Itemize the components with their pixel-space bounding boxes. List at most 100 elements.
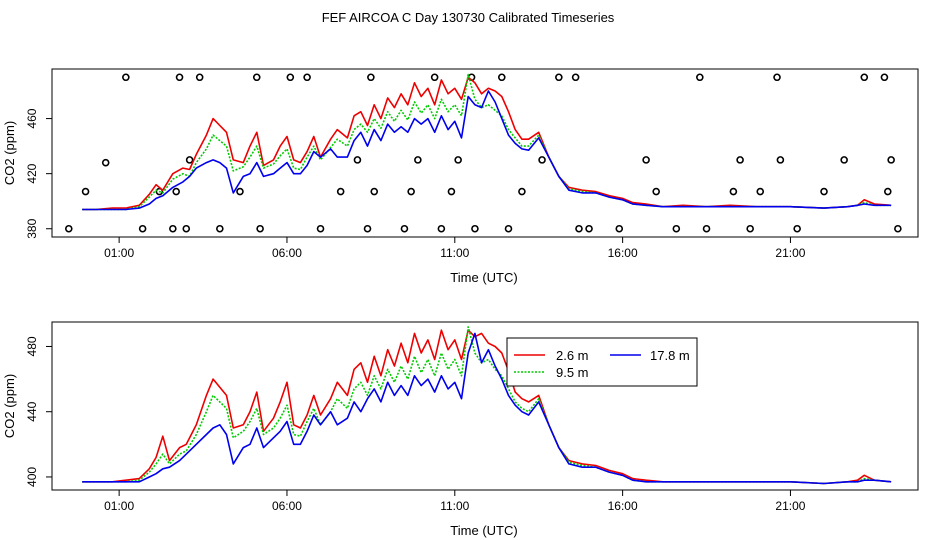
- top-series-2-6m-line: [82, 76, 892, 211]
- bottom-x-tick-label: 01:00: [104, 499, 134, 513]
- top-y-axis: 380 420 460: [25, 108, 52, 239]
- top-x-axis-title: Time (UTC): [450, 270, 517, 285]
- flag-marker: [518, 187, 526, 196]
- flag-marker: [363, 224, 372, 233]
- bottom-series-lines: [82, 326, 892, 485]
- bottom-series-17-8m-line: [82, 332, 892, 485]
- flag-marker: [820, 187, 828, 196]
- flag-marker: [367, 73, 375, 82]
- top-panel: 01:00 06:00 11:00 16:00 21:00 380 420 460 Time…: [2, 68, 919, 285]
- flag-marker: [216, 224, 224, 233]
- flag-marker: [64, 224, 73, 233]
- flag-marker: [122, 73, 130, 82]
- flag-marker: [887, 156, 895, 164]
- flag-marker: [303, 73, 311, 82]
- bottom-x-axis-title: Time (UTC): [450, 523, 517, 538]
- flag-marker: [101, 158, 110, 167]
- flag-marker: [585, 224, 593, 233]
- flag-marker: [256, 224, 264, 233]
- flag-marker: [575, 224, 583, 233]
- flag-marker: [169, 224, 177, 233]
- flag-marker: [642, 156, 650, 164]
- bottom-plot-frame: [51, 321, 919, 491]
- top-y-tick-label: 460: [25, 108, 39, 128]
- flag-marker: [370, 187, 379, 196]
- flag-marker: [729, 187, 738, 196]
- top-y-tick-label: 420: [25, 163, 39, 183]
- flag-marker: [400, 224, 409, 233]
- top-x-tick-label: 01:00: [104, 246, 134, 260]
- flag-marker: [880, 73, 889, 82]
- top-flag-markers: [64, 73, 902, 233]
- figure-title: FEF AIRCOA C Day 130730 Calibrated Times…: [322, 10, 615, 25]
- legend-label-17-8m: 17.8 m: [650, 348, 690, 363]
- flag-marker: [776, 156, 785, 164]
- flag-marker: [252, 73, 261, 82]
- flag-marker: [571, 73, 580, 82]
- legend-label-2-6m: 2.6 m: [556, 348, 589, 363]
- bottom-y-axis-title: CO2 (ppm): [2, 374, 17, 438]
- bottom-y-tick-label: 400: [25, 467, 39, 487]
- flag-marker: [414, 156, 422, 164]
- flag-marker: [185, 156, 194, 164]
- flag-marker: [793, 224, 801, 233]
- bottom-x-axis: 01:00 06:00 11:00 16:00 21:00: [104, 490, 806, 513]
- flag-marker: [195, 73, 204, 82]
- flag-marker: [615, 224, 624, 233]
- flag-marker: [756, 187, 765, 196]
- bottom-x-tick-label: 21:00: [775, 499, 805, 513]
- flag-marker: [447, 187, 456, 196]
- top-y-axis-title: CO2 (ppm): [2, 121, 17, 185]
- flag-marker: [175, 73, 184, 82]
- flag-marker: [336, 187, 345, 196]
- flag-marker: [471, 224, 479, 233]
- bottom-x-tick-label: 06:00: [272, 499, 302, 513]
- flag-marker: [430, 73, 439, 82]
- bottom-y-tick-label: 480: [25, 336, 39, 356]
- flag-marker: [773, 73, 781, 82]
- top-series-lines: [82, 73, 892, 211]
- top-x-axis: 01:00 06:00 11:00 16:00 21:00: [104, 237, 806, 260]
- top-y-tick-label: 380: [25, 218, 39, 238]
- flag-marker: [702, 224, 711, 233]
- flag-marker: [746, 224, 754, 233]
- flag-marker: [286, 73, 295, 82]
- bottom-y-axis: 400 440 480: [25, 336, 52, 487]
- top-x-tick-label: 11:00: [440, 246, 469, 260]
- top-x-tick-label: 21:00: [775, 246, 805, 260]
- top-plot-frame: [51, 68, 919, 238]
- flag-marker: [736, 156, 744, 164]
- legend-label-9-5m: 9.5 m: [556, 365, 589, 380]
- legend-box: [506, 337, 698, 387]
- top-x-tick-label: 16:00: [608, 246, 638, 260]
- flag-marker: [81, 187, 90, 196]
- flag-marker: [454, 156, 462, 164]
- top-series-17-8m-line: [82, 90, 892, 211]
- flag-marker: [504, 224, 513, 233]
- flag-marker: [353, 156, 362, 164]
- flag-marker: [538, 156, 546, 164]
- flag-marker: [236, 187, 244, 196]
- bottom-series-9-5m-line: [82, 326, 892, 485]
- flag-marker: [172, 187, 180, 196]
- bottom-panel: 01:00 06:00 11:00 16:00 21:00 400 440 480 Time…: [2, 321, 919, 538]
- flag-marker: [883, 187, 892, 196]
- bottom-x-tick-label: 16:00: [608, 499, 638, 513]
- flag-marker: [316, 224, 325, 233]
- flag-marker: [437, 224, 446, 233]
- flag-marker: [840, 156, 848, 164]
- flag-marker: [696, 73, 704, 82]
- legend: 2.6 m 9.5 m 17.8 m: [506, 337, 698, 387]
- flag-marker: [672, 224, 681, 233]
- bottom-y-tick-label: 440: [25, 401, 39, 421]
- flag-marker: [860, 73, 869, 82]
- flag-marker: [555, 73, 563, 82]
- bottom-series-2-6m-line: [82, 329, 892, 485]
- flag-marker: [652, 187, 660, 196]
- flag-marker: [182, 224, 191, 233]
- flag-marker: [894, 224, 902, 233]
- flag-marker: [138, 224, 147, 233]
- top-x-tick-label: 06:00: [272, 246, 302, 260]
- bottom-x-tick-label: 11:00: [440, 499, 469, 513]
